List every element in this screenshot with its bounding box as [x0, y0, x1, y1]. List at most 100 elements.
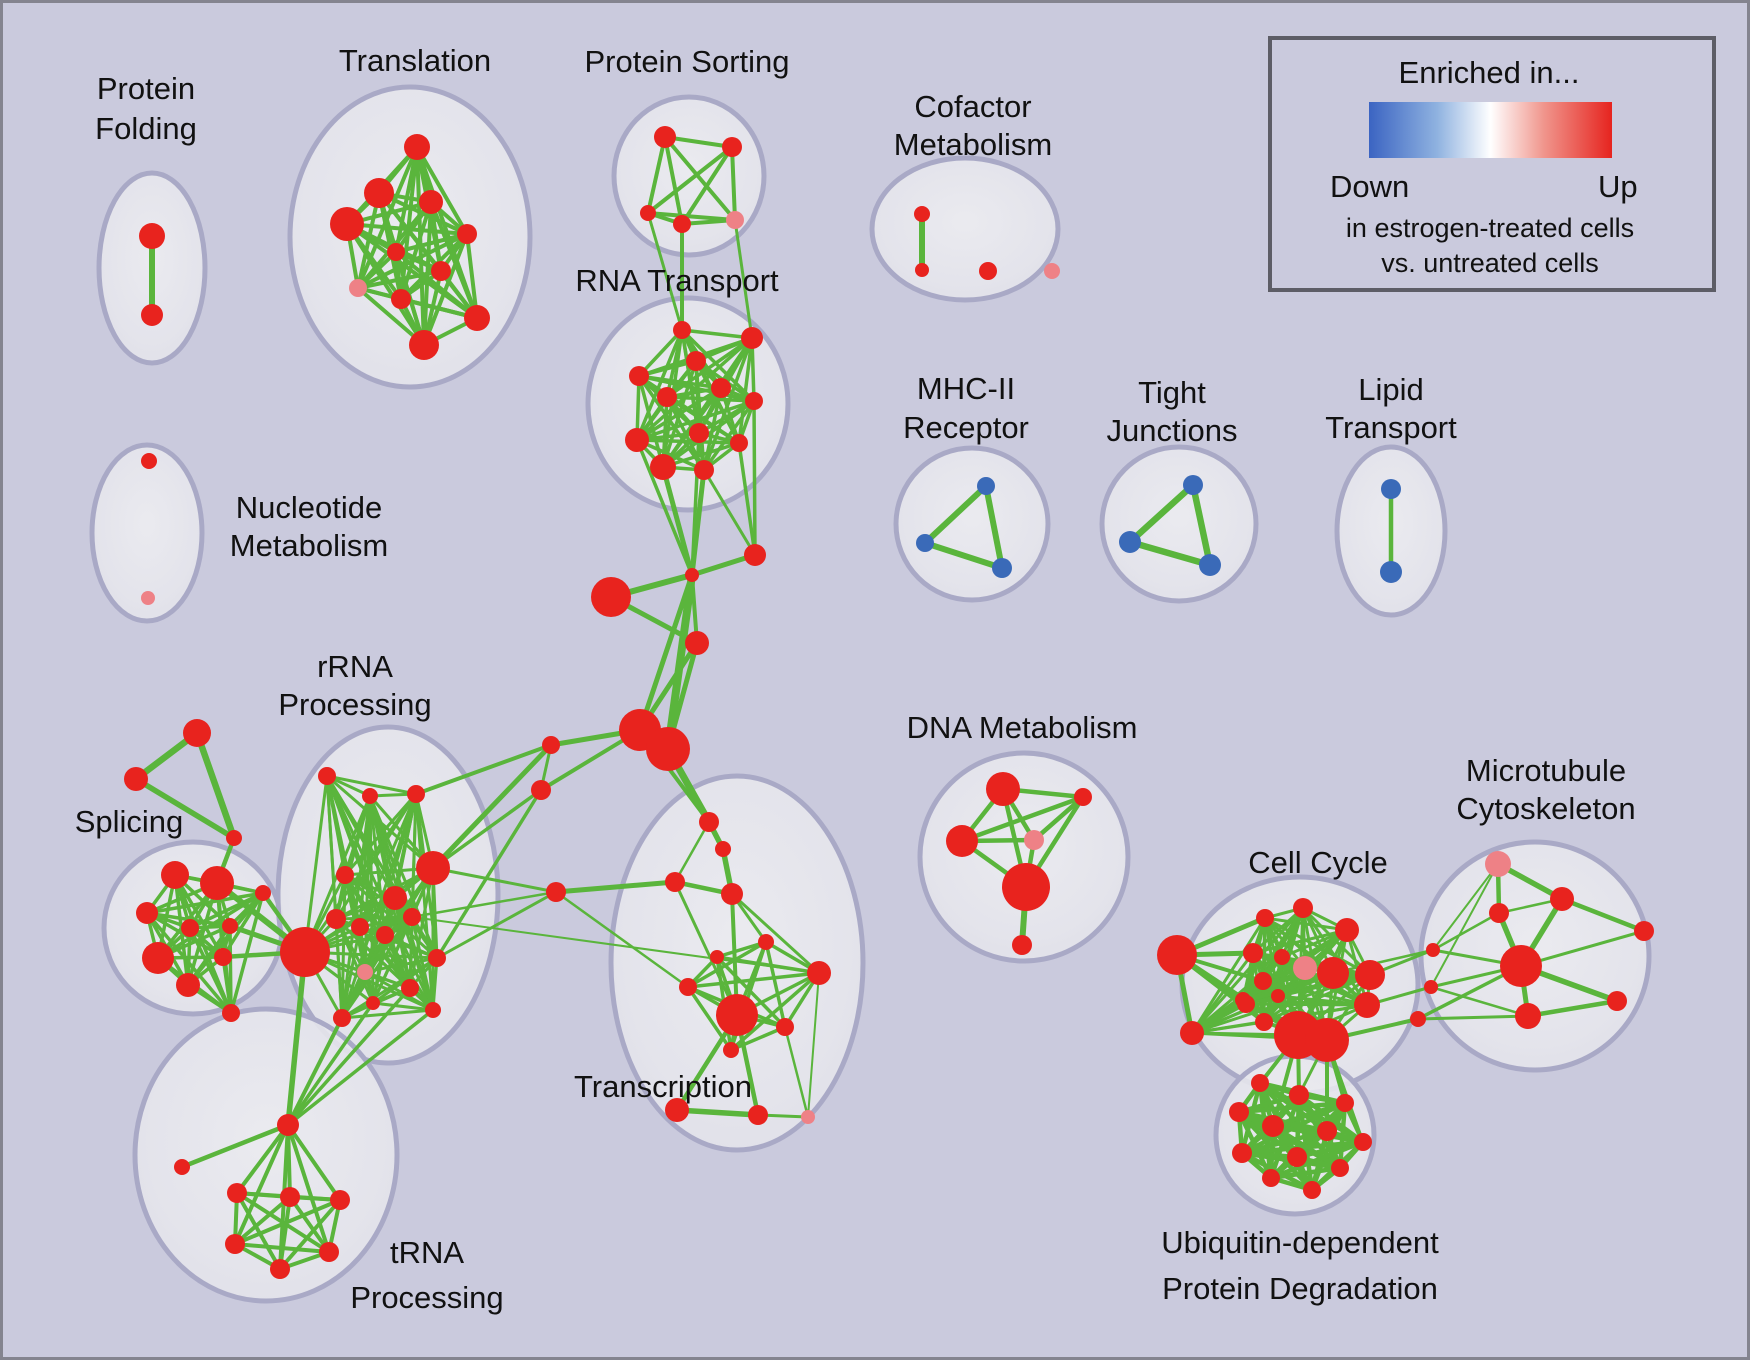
network-edge [715, 940, 768, 959]
network-node-d1 [986, 772, 1020, 806]
network-edge [764, 940, 787, 1029]
network-node-j1 [685, 631, 709, 655]
network-node-x10 [776, 1018, 794, 1036]
network-edge [680, 328, 754, 340]
network-edge [410, 890, 558, 919]
network-edge [680, 145, 734, 226]
network-edge [1190, 916, 1267, 1035]
network-node-c3 [1335, 918, 1359, 942]
network-edge [554, 890, 690, 989]
network-edge [1251, 928, 1349, 955]
network-node-mt1 [1485, 851, 1511, 877]
network-edge [663, 135, 684, 226]
network-node-u7 [1354, 1133, 1372, 1151]
network-edge [660, 464, 695, 578]
network-node-rt10 [730, 434, 748, 452]
network-edge [363, 956, 439, 974]
network-node-cb2 [1305, 1018, 1349, 1062]
cluster-label-lipid-transport: Transport [1325, 410, 1457, 445]
network-node-c4 [1243, 943, 1263, 963]
network-edge [729, 1025, 787, 1052]
network-edge [664, 571, 696, 753]
network-node-sp4 [181, 919, 199, 937]
network-edge [807, 972, 820, 1118]
network-node-mt3 [1489, 903, 1509, 923]
network-edge [1519, 929, 1646, 968]
network-edge [663, 135, 734, 149]
network-edge [414, 792, 435, 1012]
network-edge [1244, 973, 1372, 1006]
network-edge [358, 925, 435, 1012]
network-node-c1 [1256, 909, 1274, 927]
cluster-label-mhc-ii-receptor: Receptor [903, 410, 1029, 445]
network-node-c8 [1254, 972, 1272, 990]
network-edge [983, 483, 1005, 571]
network-edge [783, 1025, 810, 1119]
network-node-lt2 [1380, 561, 1402, 583]
network-node-m2 [916, 534, 934, 552]
network-edge [371, 915, 414, 1005]
network-edge [1239, 1139, 1366, 1156]
network-node-c6 [1293, 956, 1317, 980]
network-node-sc [226, 830, 242, 846]
network-edge [674, 1107, 761, 1118]
network-node-t9 [391, 289, 411, 309]
cluster-labels-layer: Protein Folding Translation Protein Sorting… [75, 43, 1636, 1315]
network-edge [702, 399, 756, 472]
cluster-ellipse-cofactor-metabolism [869, 155, 1061, 303]
network-node-u4 [1229, 1102, 1249, 1122]
network-edge [235, 1191, 282, 1271]
network-node-r10 [351, 918, 369, 936]
network-node-r1 [318, 767, 336, 785]
network-edge [465, 232, 479, 320]
network-node-u5 [1262, 1115, 1284, 1137]
network-node-c14 [1355, 960, 1385, 990]
network-edge [393, 896, 435, 1012]
network-node-ps1 [654, 126, 676, 148]
network-edge [430, 742, 554, 871]
network-edge [673, 820, 711, 884]
network-edge [431, 788, 543, 870]
legend-down-label: Down [1330, 169, 1409, 204]
network-edge [729, 971, 821, 1052]
network-edge [340, 873, 347, 1020]
network-edge [922, 483, 989, 546]
network-edge [414, 743, 553, 796]
nodes-layer [124, 126, 1654, 1279]
network-node-r5 [416, 851, 450, 885]
network-node-c11 [1237, 995, 1255, 1013]
network-edge [680, 328, 756, 403]
cluster-label-splicing: Splicing [75, 804, 184, 839]
network-node-sb [124, 767, 148, 791]
cluster-label-trna-processing: Processing [350, 1280, 503, 1315]
network-edge [715, 955, 787, 1029]
network-edge [1331, 948, 1435, 975]
network-edge [431, 866, 558, 894]
network-node-u8 [1232, 1143, 1252, 1163]
network-edge [286, 1016, 344, 1127]
network-edge [1431, 911, 1501, 952]
network-edge [673, 880, 739, 1017]
network-node-pf1 [139, 223, 165, 249]
network-node-x1 [699, 812, 719, 832]
network-node-t7 [431, 261, 451, 281]
network-node-x2 [715, 841, 731, 857]
network-node-ps2 [722, 137, 742, 157]
network-edge [193, 729, 238, 842]
network-node-r11 [376, 926, 394, 944]
network-node-rt7 [745, 392, 763, 410]
network-node-tr4 [225, 1234, 245, 1254]
network-edge [288, 1195, 331, 1254]
cluster-label-cell-cycle: Cell Cycle [1248, 845, 1388, 880]
cluster-label-trna-processing: tRNA [390, 1235, 464, 1270]
network-node-c2 [1293, 898, 1313, 918]
network-node-c7 [1317, 957, 1349, 989]
network-edge [1126, 538, 1214, 569]
network-edge [415, 145, 469, 236]
network-node-d4 [1024, 830, 1044, 850]
network-edge [661, 441, 741, 469]
network-edge [233, 1198, 342, 1246]
network-edge [343, 792, 418, 877]
network-node-cm3 [979, 262, 997, 280]
